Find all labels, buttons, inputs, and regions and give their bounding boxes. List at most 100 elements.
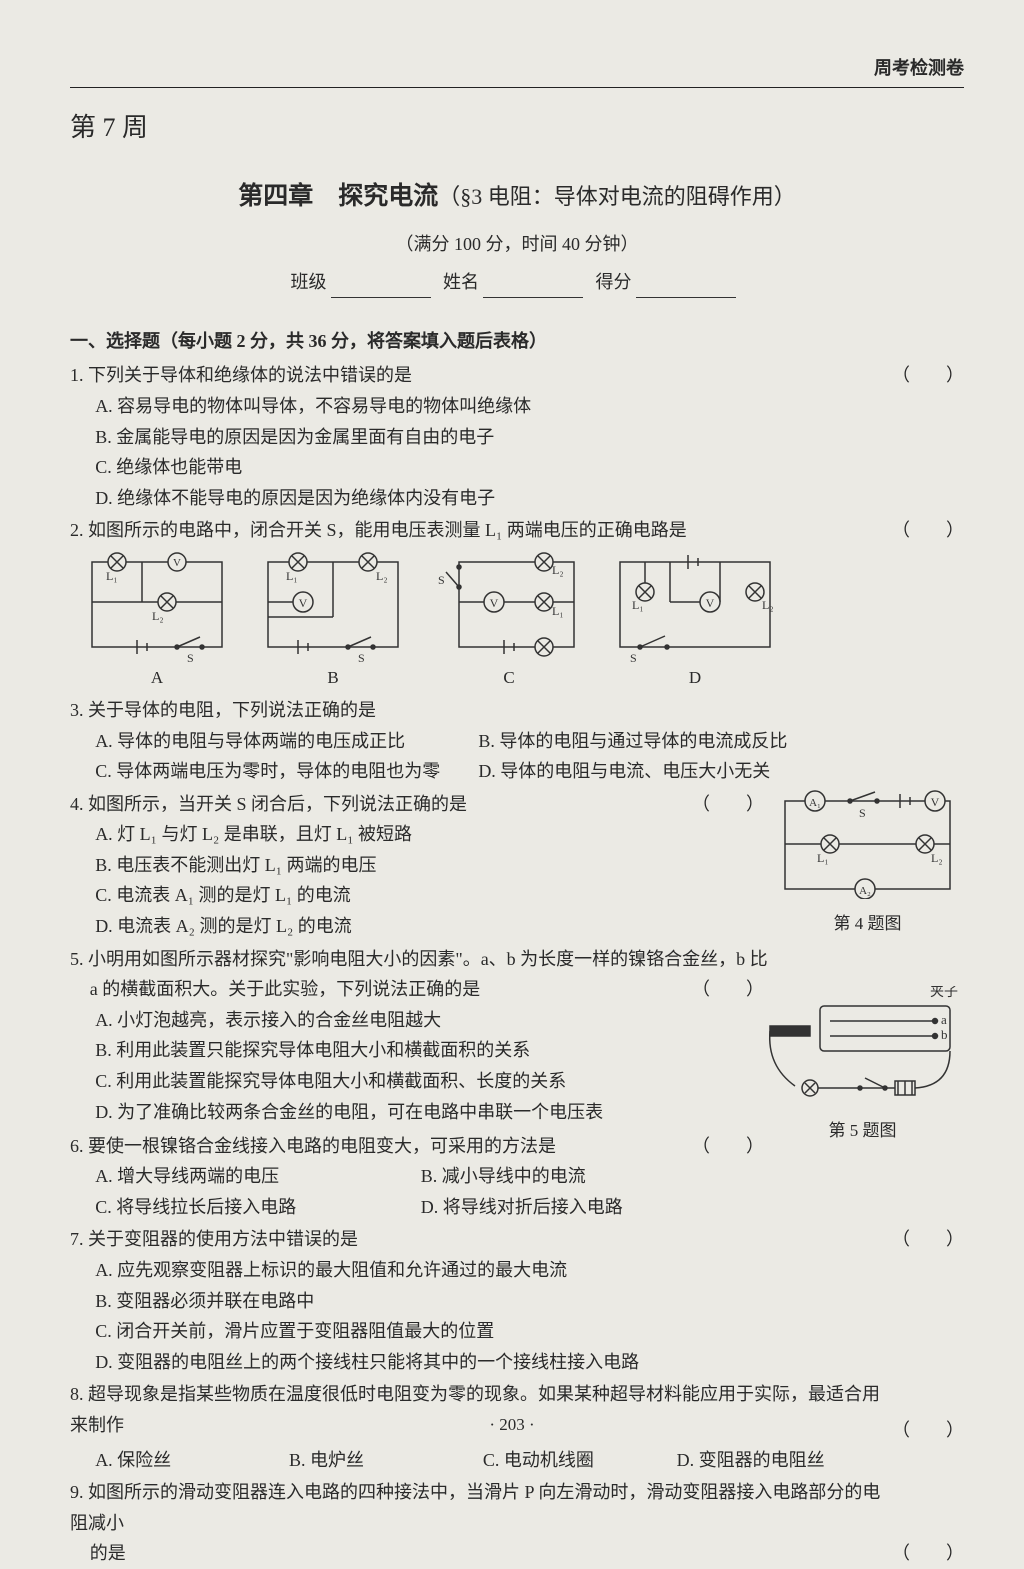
q2: 2. 如图所示的电路中，闭合开关 S，能用电压表测量 L₁ 两端电压的正确电路是…	[70, 515, 964, 692]
q6-opt-b: B. 减小导线中的电流	[421, 1161, 742, 1192]
label-score: 得分	[596, 272, 632, 292]
svg-text:V: V	[706, 596, 715, 610]
q6-opt-c: C. 将导线拉长后接入电路	[95, 1192, 416, 1223]
q7-opt-d: D. 变阻器的电阻丝上的两个接线柱只能将其中的一个接线柱接入电路	[95, 1347, 884, 1378]
q1-stem: 1. 下列关于导体和绝缘体的说法中错误的是	[70, 365, 412, 385]
q4-opt-d: D. 电流表 A₂ 测的是灯 L₂ 的电流	[95, 911, 754, 942]
q7-stem: 7. 关于变阻器的使用方法中错误的是	[70, 1229, 358, 1249]
q3-stem: 3. 关于导体的电阻，下列说法正确的是	[70, 700, 376, 720]
q2-label-d: D	[689, 668, 701, 687]
q4-opt-a: A. 灯 L₁ 与灯 L₂ 是串联，且灯 L₁ 被短路	[95, 819, 754, 850]
q9: 9. 如图所示的滑动变阻器连入电路的四种接法中，当滑片 P 向左滑动时，滑动变阻…	[70, 1477, 964, 1569]
q2-circuit-b: L₁ L₂ V S B	[258, 552, 408, 693]
q5: a b 夹子 第 5 题图 5. 小明用如图所示器材探究"影响电阻大小的因素"。…	[70, 944, 964, 1129]
header-rule: 周考检测卷	[70, 60, 964, 88]
blank-score[interactable]	[636, 278, 736, 298]
q8-opt-c: C. 电动机线圈	[483, 1445, 672, 1476]
q4: A₁ S V L₁ L₂ A₂ 第 4 题图 4. 如图所示，当开关 S 闭合后…	[70, 789, 964, 942]
svg-text:b: b	[941, 1027, 948, 1042]
q4-fig-caption: 第 4 题图	[775, 910, 960, 939]
q4-answer-blank[interactable]: （ ）	[692, 789, 764, 820]
q4-opt-b: B. 电压表不能测出灯 L₁ 两端的电压	[95, 850, 754, 881]
q2-label-b: B	[327, 668, 338, 687]
svg-text:a: a	[941, 1012, 947, 1027]
svg-text:L₂: L₂	[376, 569, 388, 583]
q1: 1. 下列关于导体和绝缘体的说法中错误的是 （ ） A. 容易导电的物体叫导体，…	[70, 360, 964, 513]
svg-text:S: S	[438, 573, 445, 587]
svg-text:S: S	[358, 651, 365, 662]
q7-opt-a: A. 应先观察变阻器上标识的最大阻值和允许通过的最大电流	[95, 1255, 884, 1286]
svg-text:L₂: L₂	[931, 851, 943, 865]
svg-text:L₂: L₂	[552, 563, 564, 577]
q8-opt-a: A. 保险丝	[95, 1445, 284, 1476]
q3-opt-b: B. 导体的电阻与通过导体的电流成反比	[478, 726, 857, 757]
q1-opt-c: C. 绝缘体也能带电	[95, 452, 884, 483]
q5-opt-b: B. 利用此装置只能探究导体电阻大小和横截面积的关系	[95, 1035, 764, 1066]
q2-answer-blank[interactable]: （ ）	[892, 515, 964, 546]
q4-figure: A₁ S V L₁ L₂ A₂ 第 4 题图	[775, 789, 960, 939]
q7-opt-b: B. 变阻器必须并联在电路中	[95, 1286, 884, 1317]
q2-label-a: A	[151, 668, 163, 687]
q5-stem2: a 的横截面积大。关于此实验，下列说法正确的是	[90, 979, 481, 999]
svg-text:S: S	[630, 651, 637, 662]
svg-text:A₁: A₁	[809, 797, 821, 809]
q6-opt-d: D. 将导线对折后接入电路	[421, 1192, 742, 1223]
svg-text:L₂: L₂	[152, 609, 164, 623]
q1-opt-b: B. 金属能导电的原因是因为金属里面有自由的电子	[95, 422, 884, 453]
circuit-d-svg: L₁ V L₂ S	[610, 552, 780, 662]
q5-opt-c: C. 利用此装置能探究导体电阻大小和横截面积、长度的关系	[95, 1066, 764, 1097]
q5-answer-blank[interactable]: （ ）	[692, 974, 764, 1005]
q2-circuit-row: L₁ V L₂ S A L₁ L₂	[82, 552, 964, 693]
q9-stem: 9. 如图所示的滑动变阻器连入电路的四种接法中，当滑片 P 向左滑动时，滑动变阻…	[70, 1482, 880, 1533]
week-title: 第 7 周	[70, 106, 964, 150]
blank-class[interactable]	[331, 278, 431, 298]
q2-stem: 2. 如图所示的电路中，闭合开关 S，能用电压表测量 L₁ 两端电压的正确电路是	[70, 520, 687, 540]
q7-answer-blank[interactable]: （ ）	[892, 1224, 964, 1255]
svg-text:L₂: L₂	[762, 598, 774, 612]
blanks-line: 班级 姓名 得分	[70, 267, 964, 298]
label-name: 姓名	[443, 272, 479, 292]
svg-text:S: S	[187, 651, 194, 662]
circuit-c-svg: L₂ V L₁ S	[434, 552, 584, 662]
q2-circuit-d: L₁ V L₂ S D	[610, 552, 780, 693]
circuit-b-svg: L₁ L₂ V S	[258, 552, 408, 662]
q5-stem1: 5. 小明用如图所示器材探究"影响电阻大小的因素"。a、b 为长度一样的镍铬合金…	[70, 949, 768, 969]
svg-text:A₂: A₂	[859, 885, 871, 897]
page-number: · 203 ·	[0, 1411, 1024, 1440]
q7: 7. 关于变阻器的使用方法中错误的是 （ ） A. 应先观察变阻器上标识的最大阻…	[70, 1224, 964, 1377]
q3: 3. 关于导体的电阻，下列说法正确的是 A. 导体的电阻与导体两端的电压成正比 …	[70, 695, 964, 787]
q9-stem2: 的是	[90, 1543, 126, 1563]
q1-answer-blank[interactable]: （ ）	[892, 360, 964, 391]
q6-opt-a: A. 增大导线两端的电压	[95, 1161, 416, 1192]
svg-text:L₁: L₁	[632, 598, 644, 612]
q6-stem: 6. 要使一根镍铬合金线接入电路的电阻变大，可采用的方法是	[70, 1136, 556, 1156]
q8-opt-d: D. 变阻器的电阻丝	[677, 1445, 866, 1476]
q5-opt-d: D. 为了准确比较两条合金丝的电阻，可在电路中串联一个电压表	[95, 1097, 764, 1128]
q2-circuit-a: L₁ V L₂ S A	[82, 552, 232, 693]
q3-opt-a: A. 导体的电阻与导体两端的电压成正比	[95, 726, 474, 757]
svg-text:V: V	[299, 596, 308, 610]
q8-opt-b: B. 电炉丝	[289, 1445, 478, 1476]
svg-text:L₁: L₁	[286, 569, 298, 583]
q5-opt-a: A. 小灯泡越亮，表示接入的合金丝电阻越大	[95, 1005, 764, 1036]
label-class: 班级	[291, 272, 327, 292]
q4-circuit-svg: A₁ S V L₁ L₂ A₂	[775, 789, 960, 899]
svg-text:S: S	[859, 806, 866, 820]
q2-label-c: C	[503, 668, 514, 687]
svg-text:L₁: L₁	[552, 604, 564, 618]
svg-text:L₁: L₁	[817, 851, 829, 865]
svg-text:V: V	[490, 596, 499, 610]
blank-name[interactable]	[483, 278, 583, 298]
svg-text:L₁: L₁	[106, 569, 118, 583]
svg-text:V: V	[931, 795, 940, 809]
chapter-main: 第四章 探究电流	[238, 183, 438, 210]
q6-answer-blank[interactable]: （ ）	[692, 1131, 764, 1162]
q3-opt-c: C. 导体两端电压为零时，导体的电阻也为零	[95, 756, 474, 787]
q9-answer-blank[interactable]: （ ）	[892, 1538, 964, 1569]
chapter-sub: （§3 电阻：导体对电流的阻碍作用）	[438, 184, 796, 209]
q3-opt-d: D. 导体的电阻与电流、电压大小无关	[478, 756, 857, 787]
chapter-title: 第四章 探究电流（§3 电阻：导体对电流的阻碍作用）	[70, 176, 964, 219]
exam-meta: （满分 100 分，时间 40 分钟）	[70, 229, 964, 260]
q6: 6. 要使一根镍铬合金线接入电路的电阻变大，可采用的方法是 （ ） A. 增大导…	[70, 1131, 964, 1223]
header-corner-label: 周考检测卷	[874, 53, 964, 84]
